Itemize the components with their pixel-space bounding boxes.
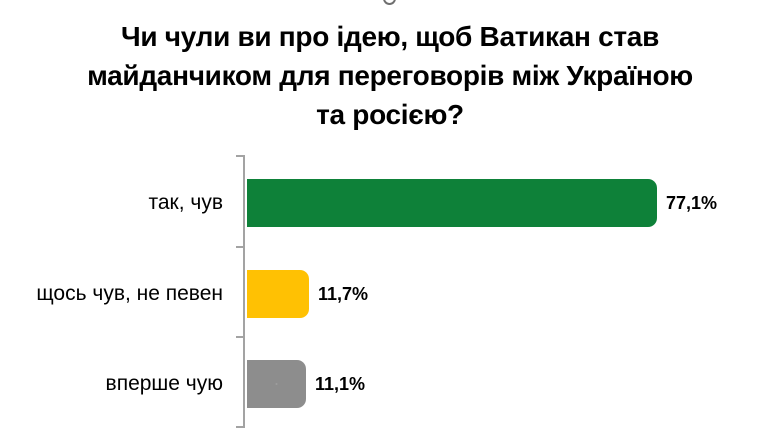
chart-title: Чи чули ви про ідею, щоб Ватикан став ма… (0, 17, 780, 134)
value-label: 77,1% (666, 193, 718, 213)
category-label: щось чув, не певен (36, 281, 223, 305)
bar-2 (247, 269, 309, 318)
chart-title-line-2: майданчиком для переговорів між Україною (87, 60, 693, 91)
bar-3 (247, 360, 306, 408)
axis-tick (236, 336, 244, 338)
value-label: 11,1% (315, 374, 366, 394)
chart-title-line-3: та росією? (316, 99, 464, 130)
axis-tick (236, 245, 244, 248)
axis-tick (236, 155, 244, 157)
value-label: 11,7% (318, 283, 369, 304)
axis-tick (236, 426, 244, 428)
category-axis-line (243, 155, 245, 428)
bar-1 (247, 179, 657, 227)
chart-title-line-1: Чи чули ви про ідею, щоб Ватикан став (120, 21, 659, 52)
category-label: вперше чую (105, 372, 223, 395)
category-label: так, чув (148, 191, 223, 214)
